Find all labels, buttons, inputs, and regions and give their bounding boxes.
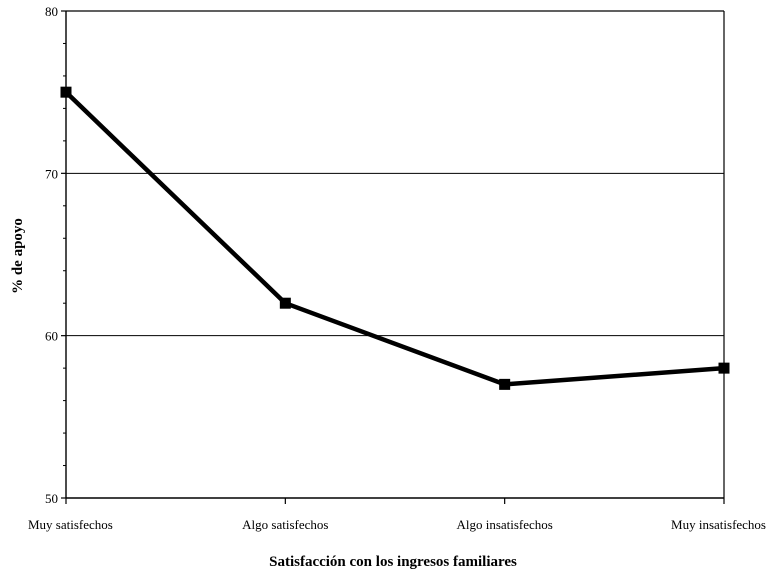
data-point-3: [718, 362, 730, 374]
y-tick-label-70: 70: [45, 166, 58, 181]
y-tick-label-80: 80: [45, 4, 58, 19]
data-point-0: [60, 86, 72, 98]
data-point-2: [499, 378, 511, 390]
series-layer: [60, 86, 730, 390]
x-tick-label-1: Algo satisfechos: [242, 517, 328, 532]
x-tick-label-3: Muy insatisfechos: [671, 517, 766, 532]
y-tick-label-60: 60: [45, 329, 58, 344]
axes: [61, 10, 725, 504]
x-tick-label-0: Muy satisfechos: [28, 517, 113, 532]
y-tick-labels: 50 60 70 80: [45, 4, 58, 506]
x-axis-title: Satisfacción con los ingresos familiares: [269, 554, 517, 570]
data-point-1: [279, 297, 291, 309]
series-line: [64, 90, 725, 387]
y-tick-label-50: 50: [45, 491, 58, 506]
x-tick-labels: Muy satisfechos Algo satisfechos Algo insa…: [28, 517, 766, 532]
x-tick-label-2: Algo insatisfechos: [456, 517, 552, 532]
gridlines: [66, 172, 724, 337]
y-axis-title: % de apoyo: [10, 218, 26, 294]
